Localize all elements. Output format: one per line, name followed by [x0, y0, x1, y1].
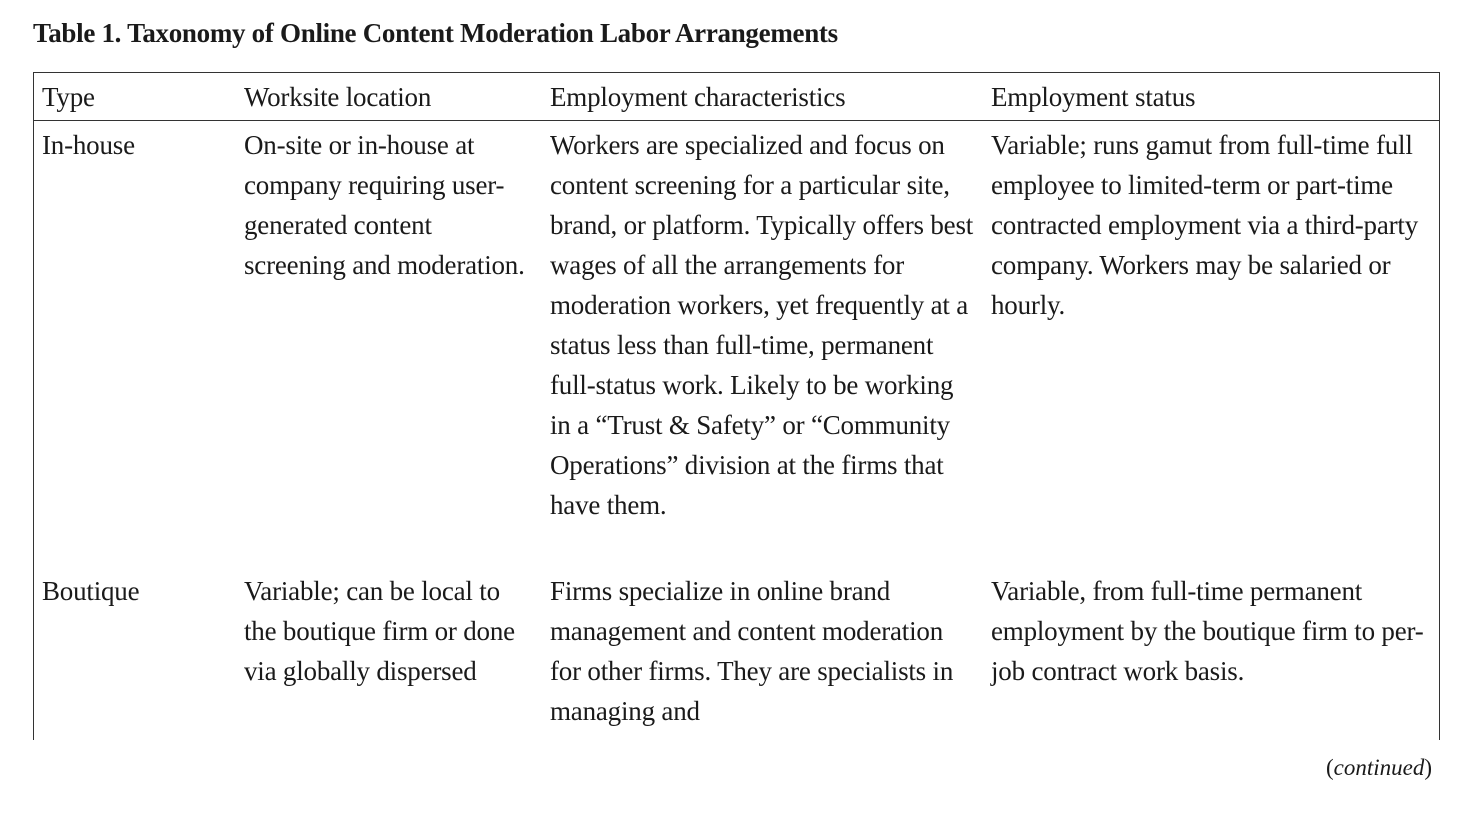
row-in-house-worksite: On-site or in-house at company requiring…	[244, 130, 525, 280]
row-in-house-characteristics: Workers are specialized and focus on con…	[550, 130, 974, 520]
moderation-taxonomy-table: Type Worksite location Employment charac…	[33, 72, 1440, 740]
column-header-employment-status: Employment status	[991, 82, 1196, 112]
row-boutique-characteristics: Firms specialize in online brand managem…	[550, 576, 954, 726]
row-in-house-type: In-house	[42, 130, 135, 160]
column-header-type: Type	[42, 82, 95, 112]
column-header-employment-characteristics: Employment characteristics	[550, 82, 846, 112]
continued-note: (continued)	[1325, 755, 1432, 780]
table-caption: Table 1. Taxonomy of Online Content Mode…	[33, 18, 838, 48]
row-boutique-status: Variable, from full-time permanent emplo…	[991, 576, 1424, 686]
header-divider	[34, 120, 1439, 121]
row-boutique-worksite: Variable; can be local to the boutique f…	[244, 576, 515, 686]
column-header-worksite-location: Worksite location	[244, 82, 432, 112]
row-in-house-status: Variable; runs gamut from full-time full…	[991, 130, 1419, 320]
row-boutique-type: Boutique	[42, 576, 140, 606]
